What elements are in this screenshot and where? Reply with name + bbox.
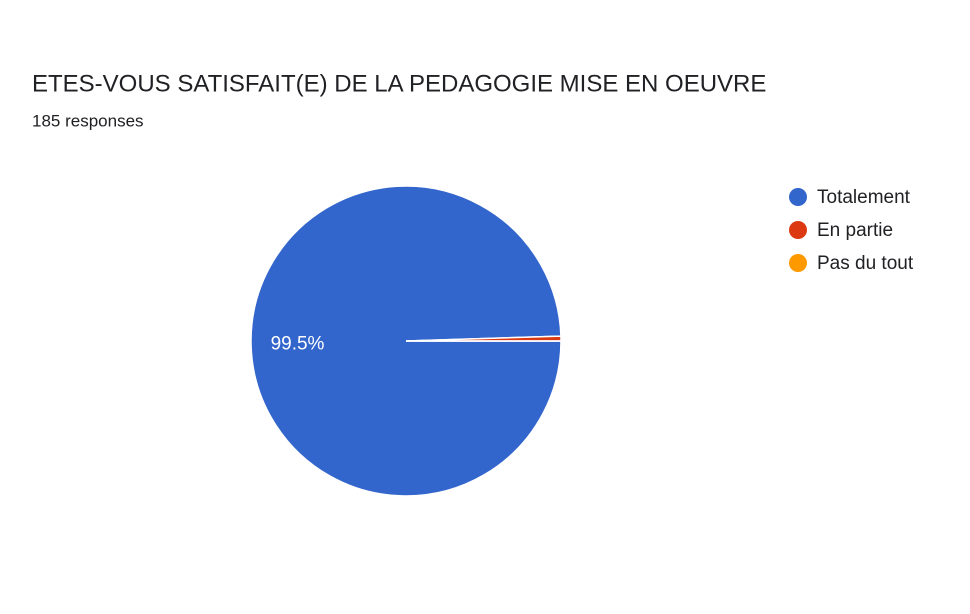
chart-title: ETES-VOUS SATISFAIT(E) DE LA PEDAGOGIE M… bbox=[32, 70, 766, 97]
legend-marker bbox=[789, 221, 807, 239]
legend-label: En partie bbox=[817, 220, 893, 241]
value-label: 99.5% bbox=[271, 334, 325, 355]
legend-label: Pas du tout bbox=[817, 253, 914, 274]
legend-marker bbox=[789, 188, 807, 206]
legend-marker bbox=[789, 254, 807, 272]
legend-label: Totalement bbox=[817, 187, 911, 208]
chart-subtitle: 185 responses bbox=[32, 111, 144, 130]
